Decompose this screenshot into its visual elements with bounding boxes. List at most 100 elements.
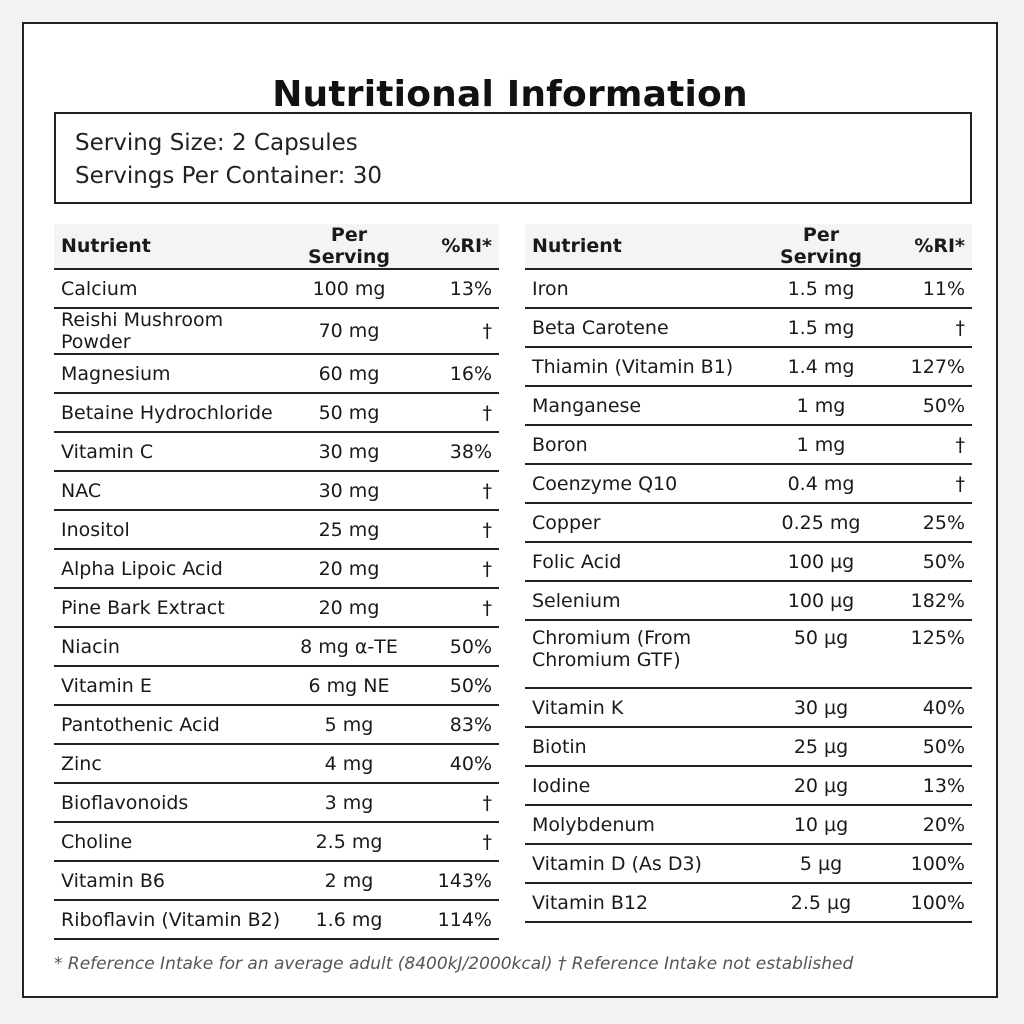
- table-row: Vitamin B12 2.5 µg 100%: [525, 883, 972, 923]
- nutrient-name: Coenzyme Q10: [525, 464, 760, 504]
- ri-value: †: [409, 783, 499, 823]
- ri-value: †: [409, 510, 499, 550]
- per-serving-value: 20 mg: [289, 549, 409, 589]
- table-row: Bioflavonoids 3 mg †: [54, 783, 499, 823]
- nutrient-name: Copper: [525, 503, 760, 543]
- nutrient-table-left: Nutrient Per Serving %RI* Calcium 100 mg 1…: [54, 224, 499, 940]
- ri-value: †: [882, 308, 972, 348]
- table-row: Zinc 4 mg 40%: [54, 744, 499, 784]
- nutrient-name: Vitamin B12: [525, 883, 760, 923]
- per-serving-value: 0.25 mg: [760, 503, 882, 543]
- ri-value: 50%: [882, 542, 972, 582]
- per-serving-value: 2.5 mg: [289, 822, 409, 862]
- ri-value: †: [409, 822, 499, 862]
- ri-value: 40%: [409, 744, 499, 784]
- ri-value: 25%: [882, 503, 972, 543]
- nutrient-name: Iodine: [525, 766, 760, 806]
- ri-value: †: [409, 471, 499, 511]
- ri-value: 13%: [882, 766, 972, 806]
- ri-value: 13%: [409, 269, 499, 309]
- table-row: Beta Carotene 1.5 mg †: [525, 308, 972, 348]
- nutrient-name: Reishi Mushroom Powder: [54, 308, 289, 355]
- table-row: Chromium (From Chromium GTF) 50 µg 125%: [525, 620, 972, 689]
- ri-value: 100%: [882, 883, 972, 923]
- table-row: Betaine Hydrochloride 50 mg †: [54, 393, 499, 433]
- per-serving-value: 25 mg: [289, 510, 409, 550]
- nutrient-name: Choline: [54, 822, 289, 862]
- per-serving-value: 4 mg: [289, 744, 409, 784]
- table-row: Molybdenum 10 µg 20%: [525, 805, 972, 845]
- per-serving-value: 30 mg: [289, 471, 409, 511]
- ri-value: 50%: [882, 386, 972, 426]
- per-serving-value: 1 mg: [760, 425, 882, 465]
- per-serving-value: 70 mg: [289, 308, 409, 355]
- ri-value: 182%: [882, 581, 972, 621]
- ri-value: †: [882, 464, 972, 504]
- nutrient-name: Zinc: [54, 744, 289, 784]
- table-header-row: Nutrient Per Serving %RI*: [525, 224, 972, 270]
- table-row: Magnesium 60 mg 16%: [54, 354, 499, 394]
- per-serving-header: Per Serving: [760, 224, 882, 270]
- nutrition-panel: Nutritional Information Serving Size: 2 …: [22, 22, 998, 998]
- table-row: Iodine 20 µg 13%: [525, 766, 972, 806]
- ri-value: 38%: [409, 432, 499, 472]
- table-row: Calcium 100 mg 13%: [54, 269, 499, 309]
- nutrient-name: Niacin: [54, 627, 289, 667]
- serving-info-box: Serving Size: 2 Capsules Servings Per Co…: [54, 112, 972, 204]
- per-serving-value: 50 mg: [289, 393, 409, 433]
- nutrient-name: Calcium: [54, 269, 289, 309]
- nutrient-name: Boron: [525, 425, 760, 465]
- nutrient-name: Thiamin (Vitamin B1): [525, 347, 760, 387]
- per-serving-value: 1.5 mg: [760, 269, 882, 309]
- table-row: Biotin 25 µg 50%: [525, 727, 972, 767]
- ri-header: %RI*: [882, 224, 972, 270]
- per-serving-value: 1 mg: [760, 386, 882, 426]
- ri-value: 143%: [409, 861, 499, 901]
- ri-value: 125%: [882, 620, 972, 689]
- nutrient-name: Alpha Lipoic Acid: [54, 549, 289, 589]
- nutrient-name: Biotin: [525, 727, 760, 767]
- nutrient-header: Nutrient: [54, 224, 289, 270]
- ri-header: %RI*: [409, 224, 499, 270]
- ri-value: 16%: [409, 354, 499, 394]
- nutrient-header: Nutrient: [525, 224, 760, 270]
- nutrient-table-right: Nutrient Per Serving %RI* Iron 1.5 mg 11% B…: [525, 224, 972, 923]
- per-serving-value: 5 µg: [760, 844, 882, 884]
- table-row: Thiamin (Vitamin B1) 1.4 mg 127%: [525, 347, 972, 387]
- per-serving-value: 25 µg: [760, 727, 882, 767]
- ri-value: 11%: [882, 269, 972, 309]
- table-header-row: Nutrient Per Serving %RI*: [54, 224, 499, 270]
- nutrient-name: Beta Carotene: [525, 308, 760, 348]
- per-serving-header: Per Serving: [289, 224, 409, 270]
- nutrient-name: Riboflavin (Vitamin B2): [54, 900, 289, 940]
- nutrient-name: Molybdenum: [525, 805, 760, 845]
- table-row: Choline 2.5 mg †: [54, 822, 499, 862]
- per-serving-value: 5 mg: [289, 705, 409, 745]
- per-serving-value: 6 mg NE: [289, 666, 409, 706]
- servings-per-container: Servings Per Container: 30: [75, 163, 382, 189]
- ri-value: 50%: [409, 666, 499, 706]
- ri-value: 20%: [882, 805, 972, 845]
- table-row: Copper 0.25 mg 25%: [525, 503, 972, 543]
- table-row: Vitamin C 30 mg 38%: [54, 432, 499, 472]
- nutrient-table-right-body: Iron 1.5 mg 11% Beta Carotene 1.5 mg † Thiamin…: [525, 269, 972, 923]
- table-row: Folic Acid 100 µg 50%: [525, 542, 972, 582]
- per-serving-value: 2.5 µg: [760, 883, 882, 923]
- nutrient-name: Chromium (From Chromium GTF): [525, 620, 760, 689]
- footnote: * Reference Intake for an average adult …: [54, 954, 854, 974]
- serving-size: Serving Size: 2 Capsules: [75, 130, 358, 156]
- ri-value: 40%: [882, 688, 972, 728]
- nutrient-name: Vitamin C: [54, 432, 289, 472]
- ri-value: †: [409, 549, 499, 589]
- table-row: Manganese 1 mg 50%: [525, 386, 972, 426]
- per-serving-value: 100 µg: [760, 581, 882, 621]
- table-row: Inositol 25 mg †: [54, 510, 499, 550]
- nutrient-name: Vitamin D (As D3): [525, 844, 760, 884]
- per-serving-value: 30 mg: [289, 432, 409, 472]
- per-serving-value: 20 mg: [289, 588, 409, 628]
- nutrient-name: Vitamin E: [54, 666, 289, 706]
- nutrient-name: Manganese: [525, 386, 760, 426]
- per-serving-value: 50 µg: [760, 620, 882, 689]
- nutrient-name: Inositol: [54, 510, 289, 550]
- nutrient-name: NAC: [54, 471, 289, 511]
